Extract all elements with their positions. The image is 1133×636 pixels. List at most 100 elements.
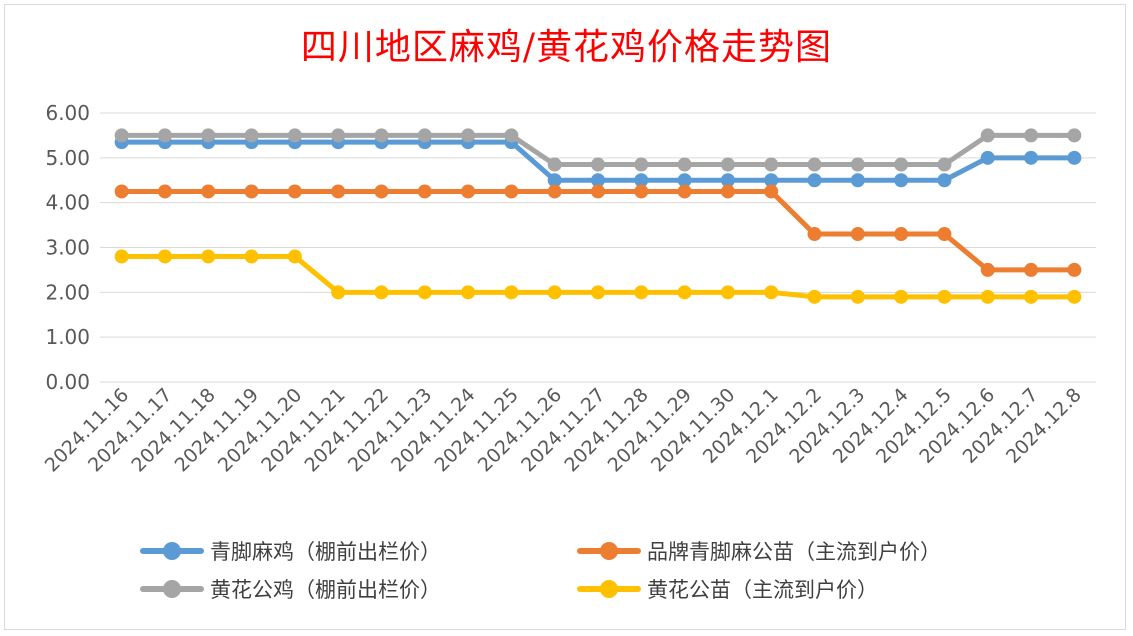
legend-label: 黄花公苗（主流到户价） <box>647 578 878 602</box>
data-point <box>114 184 129 199</box>
data-point <box>331 184 346 199</box>
data-point <box>764 157 779 172</box>
data-point <box>1067 289 1082 304</box>
data-point <box>937 157 952 172</box>
data-point <box>244 128 259 143</box>
data-point <box>850 173 865 188</box>
legend-swatch <box>577 572 641 606</box>
data-point <box>201 249 216 264</box>
data-point <box>374 184 389 199</box>
legend-swatch <box>140 534 204 568</box>
data-point <box>720 184 735 199</box>
data-point <box>504 184 519 199</box>
data-point <box>937 227 952 242</box>
legend-swatch <box>140 572 204 606</box>
data-point <box>201 128 216 143</box>
legend-swatch <box>577 534 641 568</box>
y-tick-label: 1.00 <box>45 325 90 349</box>
data-point <box>720 173 735 188</box>
x-axis-tick-labels: 2024.11.162024.11.172024.11.182024.11.19… <box>41 384 1086 476</box>
data-point <box>287 128 302 143</box>
data-point <box>1024 128 1039 143</box>
data-point <box>807 227 822 242</box>
data-point <box>287 184 302 199</box>
data-point <box>894 289 909 304</box>
data-point <box>547 184 562 199</box>
data-point <box>980 262 995 277</box>
data-point <box>764 285 779 300</box>
data-point <box>374 285 389 300</box>
y-tick-label: 5.00 <box>45 146 90 170</box>
data-point <box>937 289 952 304</box>
data-point <box>1067 262 1082 277</box>
series-2 <box>114 128 1082 172</box>
data-point <box>1024 150 1039 165</box>
data-point <box>244 249 259 264</box>
data-point <box>461 128 476 143</box>
series-lines <box>114 128 1082 304</box>
data-point <box>720 157 735 172</box>
data-point <box>157 128 172 143</box>
data-point <box>937 173 952 188</box>
data-point <box>980 128 995 143</box>
data-point <box>850 227 865 242</box>
legend-item-pinpai-gongmiao: 品牌青脚麻公苗（主流到户价） <box>577 534 941 568</box>
data-point <box>807 289 822 304</box>
y-tick-label: 3.00 <box>45 236 90 260</box>
data-point <box>504 128 519 143</box>
y-tick-label: 2.00 <box>45 280 90 304</box>
data-point <box>634 173 649 188</box>
data-point <box>764 184 779 199</box>
legend-item-huanghua-gongmiao: 黄花公苗（主流到户价） <box>577 572 878 606</box>
data-point <box>287 249 302 264</box>
data-point <box>677 285 692 300</box>
data-point <box>547 157 562 172</box>
data-point <box>677 173 692 188</box>
data-point <box>807 157 822 172</box>
data-point <box>634 157 649 172</box>
data-point <box>894 157 909 172</box>
data-point <box>980 150 995 165</box>
data-point <box>980 289 995 304</box>
gridlines <box>100 112 1096 383</box>
data-point <box>547 285 562 300</box>
data-point <box>720 285 735 300</box>
legend-label: 青脚麻鸡（棚前出栏价） <box>210 540 441 564</box>
legend-label: 黄花公鸡（棚前出栏价） <box>210 578 441 602</box>
chart-title: 四川地区麻鸡/黄花鸡价格走势图 <box>300 27 833 68</box>
data-point <box>417 128 432 143</box>
data-point <box>244 184 259 199</box>
chart-frame <box>4 4 1126 630</box>
data-point <box>1067 150 1082 165</box>
data-point <box>461 285 476 300</box>
data-point <box>417 184 432 199</box>
data-point <box>1067 128 1082 143</box>
legend: 青脚麻鸡（棚前出栏价） 品牌青脚麻公苗（主流到户价） 黄花公鸡（棚前出栏价） 黄… <box>140 534 1040 614</box>
data-point <box>591 173 605 188</box>
data-point <box>374 128 389 143</box>
y-tick-label: 0.00 <box>45 370 90 394</box>
data-point <box>201 184 216 199</box>
data-point <box>591 285 605 300</box>
data-point <box>894 227 909 242</box>
data-point <box>894 173 909 188</box>
data-point <box>677 184 692 199</box>
data-point <box>461 184 476 199</box>
data-point <box>504 285 519 300</box>
data-point <box>591 184 605 199</box>
data-point <box>634 184 649 199</box>
data-point <box>850 157 865 172</box>
data-point <box>114 128 129 143</box>
data-point <box>331 285 346 300</box>
series-1 <box>114 184 1082 277</box>
legend-item-qingjiao-maji: 青脚麻鸡（棚前出栏价） <box>140 534 441 568</box>
legend-label: 品牌青脚麻公苗（主流到户价） <box>647 540 941 564</box>
data-point <box>157 184 172 199</box>
data-point <box>331 128 346 143</box>
y-tick-label: 4.00 <box>45 191 90 215</box>
data-point <box>417 285 432 300</box>
data-point <box>591 157 605 172</box>
series-3 <box>114 249 1082 304</box>
data-point <box>547 173 562 188</box>
